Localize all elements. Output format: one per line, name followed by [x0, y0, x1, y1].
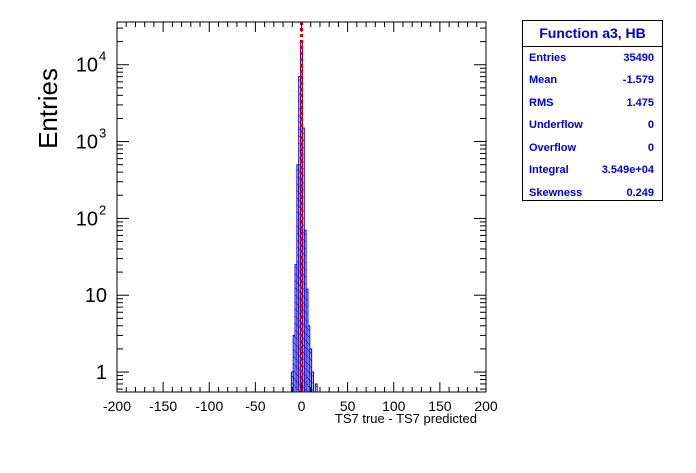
y-tick-exponent: 2 [99, 202, 106, 217]
y-tick-exponent: 4 [99, 49, 106, 64]
x-tick-label: 150 [428, 398, 452, 414]
x-tick-label: -150 [149, 398, 177, 414]
y-axis-title: Entries [33, 68, 63, 149]
stats-row-skewness: Skewness 0.249 [529, 187, 654, 205]
stats-label: RMS [529, 97, 554, 109]
stats-value: 35490 [623, 52, 654, 64]
stats-row-rms: RMS 1.475 [529, 97, 654, 115]
stats-label: Integral [529, 164, 569, 176]
x-tick-label: -50 [245, 398, 265, 414]
y-tick-label: 10 [76, 132, 98, 154]
stats-value: 0.249 [626, 187, 654, 199]
stats-row-underflow: Underflow 0 [529, 119, 654, 137]
y-tick-exponent: 3 [99, 126, 106, 141]
stats-value: 0 [647, 119, 654, 131]
stats-label: Skewness [529, 187, 583, 199]
stats-label: Underflow [529, 119, 583, 131]
x-tick-label: 50 [340, 398, 356, 414]
stats-label: Entries [529, 52, 567, 64]
stats-label: Overflow [529, 142, 577, 154]
x-tick-label: 0 [298, 398, 306, 414]
stats-value: 1.475 [626, 97, 654, 109]
stats-row-integral: Integral 3.549e+04 [529, 164, 654, 182]
y-tick-label: 10 [85, 285, 107, 307]
stats-row-mean: Mean -1.579 [529, 74, 654, 92]
stats-value: 0 [647, 142, 654, 154]
x-tick-label: -100 [195, 398, 223, 414]
y-tick-label: 10 [76, 208, 98, 230]
stats-value: -1.579 [622, 74, 654, 86]
x-tick-label: -200 [103, 398, 131, 414]
stats-label: Mean [529, 74, 558, 86]
x-tick-label: 200 [474, 398, 498, 414]
x-tick-label: 100 [382, 398, 406, 414]
x-axis-title: TS7 true - TS7 predicted [335, 411, 477, 426]
stats-row-overflow: Overflow 0 [529, 142, 654, 160]
stats-box: Function a3, HB Entries 35490 Mean -1.57… [522, 20, 663, 201]
y-tick-label: 1 [96, 362, 107, 384]
histogram-bin [311, 371, 314, 393]
histogram-bin [314, 383, 318, 393]
y-tick-label: 10 [76, 55, 98, 77]
stats-title: Function a3, HB [523, 21, 662, 47]
stats-row-entries: Entries 35490 [529, 52, 654, 70]
stats-value: 3.549e+04 [601, 164, 654, 176]
